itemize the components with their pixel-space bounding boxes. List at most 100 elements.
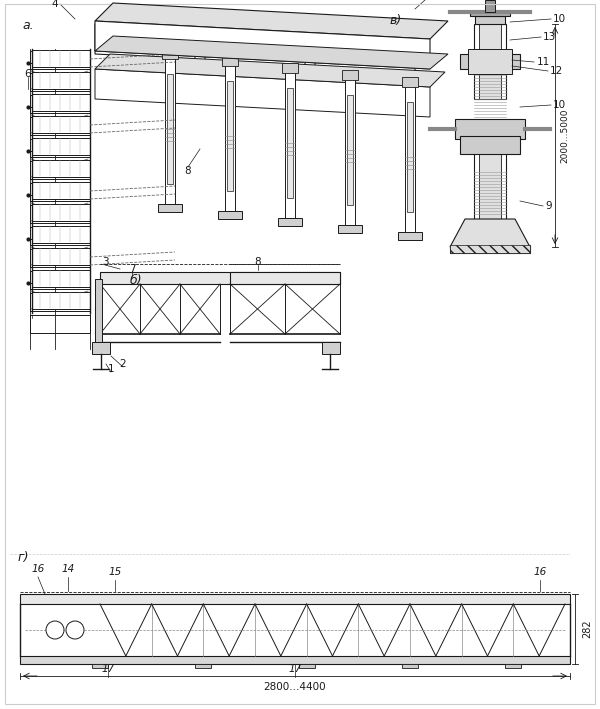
Polygon shape xyxy=(95,3,448,39)
Bar xyxy=(398,232,422,240)
Bar xyxy=(32,138,90,155)
Bar xyxy=(450,245,530,253)
Bar xyxy=(32,226,90,243)
Bar xyxy=(460,136,520,154)
Bar xyxy=(30,95,90,113)
Bar xyxy=(30,73,90,91)
Bar xyxy=(32,204,90,221)
Text: 10: 10 xyxy=(553,14,566,24)
Bar xyxy=(30,139,90,157)
Text: 2800...4400: 2800...4400 xyxy=(263,682,326,692)
Bar xyxy=(345,75,355,225)
Bar xyxy=(167,74,173,184)
Bar xyxy=(30,117,90,135)
Bar xyxy=(32,160,90,177)
Bar xyxy=(92,664,108,668)
Text: 10: 10 xyxy=(553,100,566,110)
Text: 9: 9 xyxy=(545,201,551,211)
Bar xyxy=(402,77,418,87)
Bar xyxy=(32,50,90,67)
Bar xyxy=(30,227,90,245)
Bar xyxy=(475,16,505,24)
Text: 12: 12 xyxy=(550,66,563,76)
Circle shape xyxy=(66,621,84,639)
Polygon shape xyxy=(95,36,448,69)
Bar xyxy=(322,342,340,354)
Bar xyxy=(196,664,211,668)
Bar xyxy=(282,63,298,73)
Bar xyxy=(479,24,501,99)
Polygon shape xyxy=(205,17,320,37)
Text: 16: 16 xyxy=(31,564,44,574)
Bar xyxy=(225,61,235,211)
Bar xyxy=(450,245,530,253)
Polygon shape xyxy=(95,9,210,29)
Text: 6: 6 xyxy=(25,69,31,79)
Bar xyxy=(405,82,415,232)
Polygon shape xyxy=(315,25,430,45)
Bar xyxy=(468,49,512,74)
Bar xyxy=(30,271,90,289)
Text: 8: 8 xyxy=(185,166,191,176)
Bar xyxy=(230,272,340,284)
Bar xyxy=(32,248,90,265)
Text: г): г) xyxy=(18,551,29,564)
Bar xyxy=(32,182,90,199)
Polygon shape xyxy=(95,279,102,342)
Bar xyxy=(30,183,90,201)
Bar xyxy=(402,664,418,668)
Text: 13: 13 xyxy=(543,32,556,42)
Text: 11: 11 xyxy=(537,57,550,67)
Bar xyxy=(30,249,90,267)
Polygon shape xyxy=(95,24,195,59)
Bar xyxy=(278,218,302,226)
Text: б): б) xyxy=(130,274,143,287)
Text: а.: а. xyxy=(22,19,34,32)
Text: 17: 17 xyxy=(101,664,115,674)
Bar xyxy=(30,205,90,223)
Text: 15: 15 xyxy=(109,567,122,577)
Text: 2: 2 xyxy=(119,359,127,369)
Polygon shape xyxy=(95,69,430,117)
Text: 14: 14 xyxy=(61,564,74,574)
Bar xyxy=(218,211,242,219)
Text: 282: 282 xyxy=(582,620,592,638)
Bar xyxy=(20,594,570,604)
Text: 4: 4 xyxy=(52,0,58,9)
Text: 8: 8 xyxy=(254,257,261,267)
Bar xyxy=(285,68,295,218)
Polygon shape xyxy=(95,21,430,69)
Polygon shape xyxy=(205,32,305,67)
Bar xyxy=(32,116,90,133)
Bar xyxy=(222,56,238,66)
Text: 3: 3 xyxy=(101,257,109,267)
Bar xyxy=(474,144,506,219)
Bar xyxy=(470,11,510,16)
Bar xyxy=(30,51,90,69)
Polygon shape xyxy=(450,219,530,247)
Bar xyxy=(455,119,525,139)
Circle shape xyxy=(46,621,64,639)
Text: 17: 17 xyxy=(289,664,302,674)
Polygon shape xyxy=(315,40,415,75)
Bar xyxy=(287,88,293,198)
Bar xyxy=(227,81,233,191)
Text: 1: 1 xyxy=(107,364,115,374)
Polygon shape xyxy=(95,54,445,87)
Bar xyxy=(32,94,90,111)
Bar xyxy=(485,0,495,12)
Bar xyxy=(30,293,90,311)
Bar xyxy=(162,49,178,59)
Bar xyxy=(299,664,314,668)
Text: 7: 7 xyxy=(128,264,136,274)
Bar xyxy=(474,24,506,99)
Bar xyxy=(30,161,90,179)
Bar xyxy=(342,70,358,80)
Bar xyxy=(347,95,353,205)
Bar xyxy=(100,272,340,284)
Bar xyxy=(407,102,413,212)
Bar xyxy=(32,292,90,309)
Bar xyxy=(20,656,570,664)
Bar xyxy=(30,315,90,333)
Bar xyxy=(32,270,90,287)
